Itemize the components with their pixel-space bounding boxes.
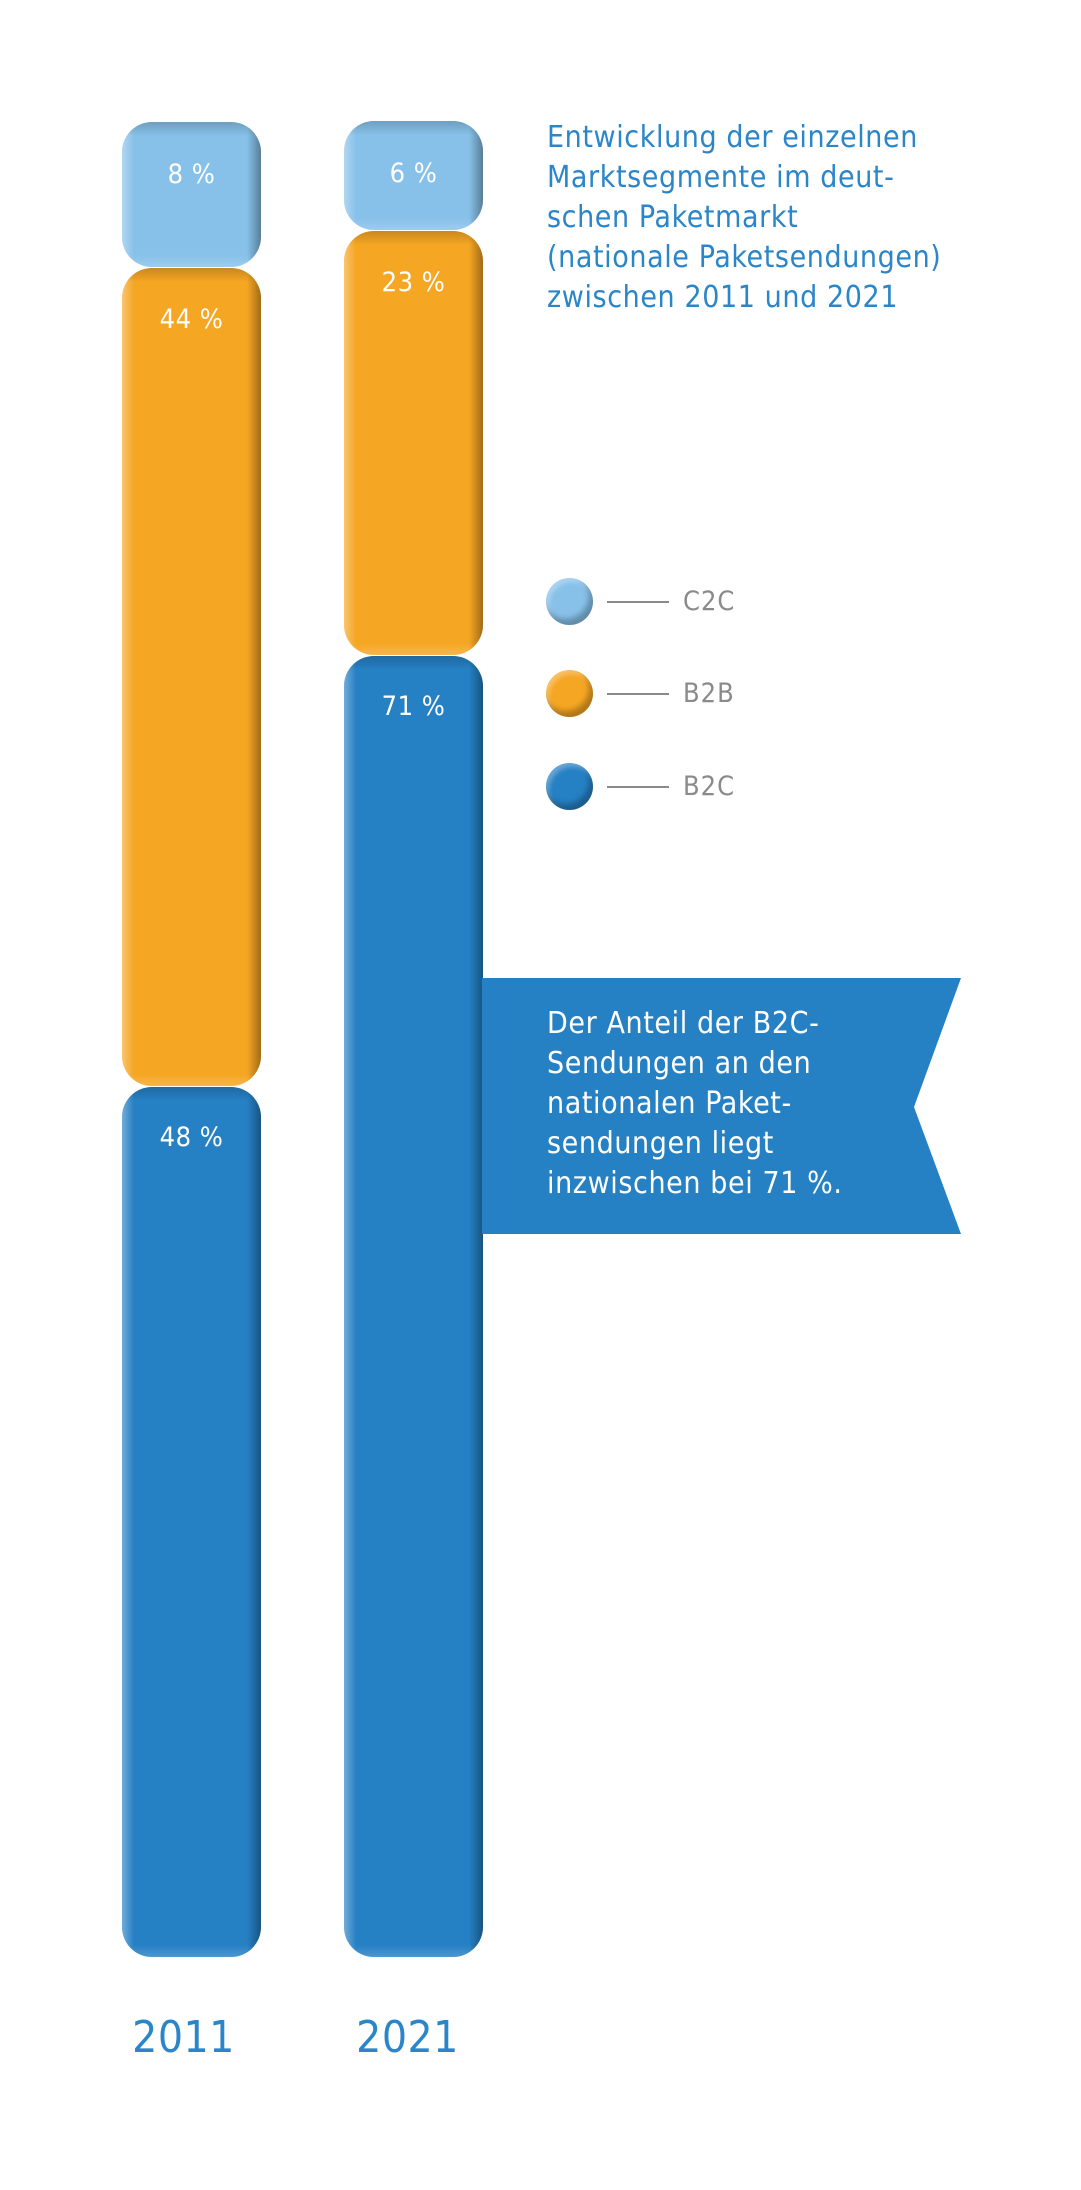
x-axis-label-2011: 2011 — [132, 2012, 235, 2063]
banner-line: Sendungen an den — [547, 1046, 812, 1081]
bar-2011-b2b-segment: 44 % — [122, 268, 261, 1086]
bar-2021-b2b-segment: 23 % — [344, 231, 483, 655]
legend-item-c2c: C2C — [546, 578, 846, 626]
legend-dot-b2b-icon — [546, 670, 593, 717]
bar-2021-c2c-segment: 6 % — [344, 121, 483, 230]
chart-title: Entwicklung der einzelnen Marktsegmente … — [547, 118, 1027, 318]
title-line: zwischen 2011 und 2021 — [547, 280, 899, 315]
banner-ribbon-shape — [482, 978, 961, 1234]
banner-line: sendungen liegt — [547, 1126, 774, 1161]
bar-2011-b2b-value: 44 % — [159, 304, 224, 335]
legend-item-b2c: B2C — [546, 763, 846, 811]
title-line: Marktsegmente im deut- — [547, 160, 895, 195]
bar-2011-b2c-segment: 48 % — [122, 1087, 261, 1957]
bar-2021-c2c-value: 6 % — [389, 158, 438, 189]
legend-connector — [607, 786, 669, 788]
legend-connector — [607, 693, 669, 695]
banner-text: Der Anteil der B2C- Sendungen an den nat… — [547, 1004, 843, 1204]
legend-label-c2c: C2C — [683, 586, 736, 617]
legend-label-b2b: B2B — [683, 678, 735, 709]
bar-2021-b2c-segment: 71 % — [344, 656, 483, 1957]
legend-item-b2b: B2B — [546, 670, 846, 718]
title-line: (nationale Paketsendungen) — [547, 240, 942, 275]
title-line: schen Paketmarkt — [547, 200, 799, 235]
legend-dot-c2c-icon — [546, 578, 593, 625]
x-axis-label-2021: 2021 — [356, 2012, 459, 2063]
legend-label-b2c: B2C — [683, 771, 736, 802]
bar-2011-b2c-value: 48 % — [159, 1122, 224, 1153]
banner-line: Der Anteil der B2C- — [547, 1006, 820, 1041]
banner-line: nationalen Paket- — [547, 1086, 792, 1121]
bar-2021-b2b-value: 23 % — [381, 267, 446, 298]
bar-2021-b2c-value: 71 % — [381, 691, 446, 722]
banner-line: inzwischen bei 71 %. — [547, 1166, 843, 1201]
bar-2011-c2c-value: 8 % — [167, 159, 216, 190]
legend-dot-b2c-icon — [546, 763, 593, 810]
annotation-banner: Der Anteil der B2C- Sendungen an den nat… — [482, 978, 961, 1234]
legend-connector — [607, 601, 669, 603]
bar-2011-c2c-segment: 8 % — [122, 122, 261, 267]
title-line: Entwicklung der einzelnen — [547, 120, 918, 155]
